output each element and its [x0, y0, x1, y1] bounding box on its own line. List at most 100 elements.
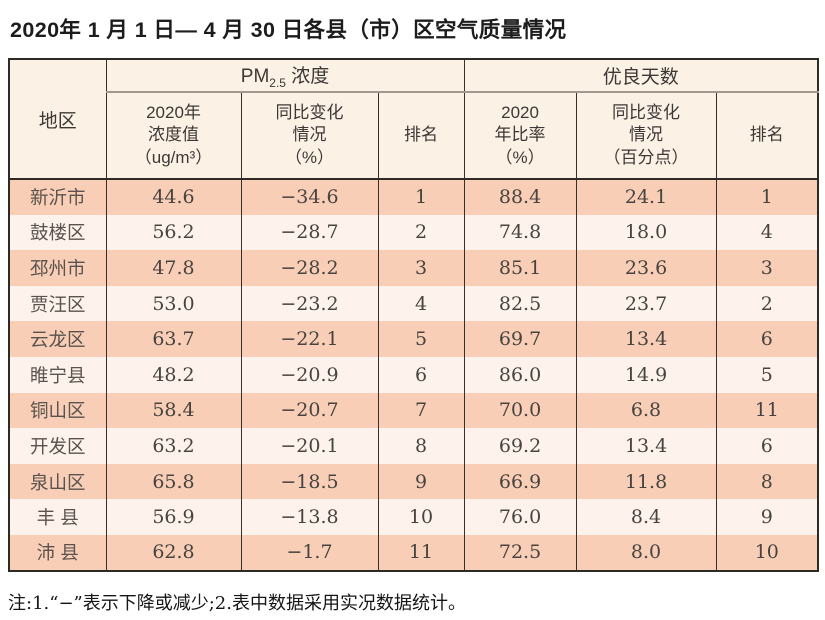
cell-gd-rate: 85.1: [463, 250, 577, 286]
cell-pm-rank: 2: [377, 214, 465, 251]
cell-gd-change: 23.6: [575, 250, 717, 286]
cell-gd-rank: 2: [715, 285, 819, 322]
cell-pm-value: 47.8: [105, 250, 242, 286]
cell-gd-rate: 74.8: [463, 214, 577, 251]
cell-region: 沛 县: [8, 534, 107, 571]
cell-gd-change: 13.4: [575, 321, 717, 357]
cell-gd-rate: 76.0: [463, 499, 577, 535]
table-row: 铜山区 58.4 −20.7 7 70.0 6.8 11: [8, 392, 819, 429]
table-row: 邳州市 47.8 −28.2 3 85.1 23.6 3: [8, 250, 819, 286]
cell-pm-change: −20.1: [240, 428, 379, 464]
cell-region: 鼓楼区: [8, 214, 107, 251]
sub-header-row: 2020年 浓度值 （ug/m³） 同比变化 情况 （%） 排名 2020 年比…: [9, 92, 819, 179]
cell-pm-change: −18.5: [240, 463, 379, 500]
cell-gd-rank: 6: [715, 321, 819, 357]
cell-region: 邳州市: [8, 250, 107, 286]
table-footnote: 注:1.“−”表示下降或减少;2.表中数据采用实况数据统计。: [8, 592, 466, 614]
cell-gd-rate: 70.0: [463, 392, 577, 429]
pm25-label-suffix: 浓度: [285, 66, 330, 88]
cell-pm-value: 62.8: [105, 534, 242, 571]
cell-pm-value: 44.6: [105, 179, 242, 215]
cell-gd-rank: 3: [715, 250, 819, 286]
cell-gd-rank: 5: [715, 356, 819, 393]
cell-gd-rank: 8: [715, 463, 819, 500]
column-header-region: 地区: [8, 59, 107, 179]
cell-gd-change: 23.7: [575, 285, 717, 322]
cell-pm-change: −13.8: [240, 499, 379, 535]
cell-gd-rate: 69.7: [463, 321, 577, 357]
group-header-row: 地区 PM2.5 浓度 优良天数: [8, 59, 819, 179]
column-header-gd-change: 同比变化 情况 （百分点）: [575, 92, 717, 179]
cell-pm-rank: 3: [377, 250, 465, 286]
cell-gd-rank: 9: [715, 499, 819, 535]
table-row: 鼓楼区 56.2 −28.7 2 74.8 18.0 4: [8, 214, 819, 251]
cell-pm-change: −20.7: [240, 392, 379, 429]
cell-pm-change: −1.7: [240, 534, 379, 571]
cell-pm-value: 63.7: [105, 321, 242, 357]
cell-pm-rank: 8: [377, 428, 465, 464]
cell-pm-value: 48.2: [105, 356, 242, 393]
cell-gd-rank: 11: [715, 392, 819, 429]
cell-pm-change: −20.9: [240, 356, 379, 393]
cell-pm-change: −23.2: [240, 285, 379, 322]
cell-region: 新沂市: [8, 179, 107, 215]
cell-pm-value: 58.4: [105, 392, 242, 429]
cell-pm-value: 53.0: [105, 285, 242, 322]
cell-region: 云龙区: [8, 321, 107, 357]
cell-gd-rank: 1: [715, 179, 819, 215]
column-header-pm-rank: 排名: [377, 92, 465, 179]
cell-gd-change: 8.4: [575, 499, 717, 535]
cell-gd-rate: 72.5: [463, 534, 577, 571]
cell-gd-change: 6.8: [575, 392, 717, 429]
cell-pm-value: 56.9: [105, 499, 242, 535]
pm25-label-prefix: PM: [240, 66, 270, 88]
cell-pm-rank: 10: [377, 499, 465, 535]
table-row: 泉山区 65.8 −18.5 9 66.9 11.8 8: [8, 463, 819, 500]
column-header-pm-change: 同比变化 情况 （%）: [240, 92, 379, 179]
column-header-pm-value: 2020年 浓度值 （ug/m³）: [105, 92, 242, 179]
cell-gd-change: 8.0: [575, 534, 717, 571]
cell-region: 丰 县: [8, 499, 107, 535]
table-row: 新沂市 44.6 −34.6 1 88.4 24.1 1: [8, 179, 819, 215]
cell-pm-rank: 9: [377, 463, 465, 500]
cell-gd-rate: 82.5: [463, 285, 577, 322]
table-row: 云龙区 63.7 −22.1 5 69.7 13.4 6: [8, 321, 819, 357]
cell-pm-change: −22.1: [240, 321, 379, 357]
page-title: 2020年 1 月 1 日— 4 月 30 日各县（市）区空气质量情况: [10, 18, 567, 42]
cell-gd-rank: 6: [715, 428, 819, 464]
table-body: 新沂市 44.6 −34.6 1 88.4 24.1 1 鼓楼区 56.2 −28.7 2 74.8 1…: [8, 179, 819, 571]
cell-gd-change: 11.8: [575, 463, 717, 500]
cell-gd-change: 13.4: [575, 428, 717, 464]
cell-gd-change: 18.0: [575, 214, 717, 251]
cell-pm-rank: 11: [377, 534, 465, 571]
group-header-good-days: 优良天数: [463, 59, 819, 93]
table-header: 地区 PM2.5 浓度 优良天数 2020年 浓度值 （ug/m³） 同比变化 …: [8, 59, 819, 179]
table-row: 睢宁县 48.2 −20.9 6 86.0 14.9 5: [8, 356, 819, 393]
column-header-gd-rate: 2020 年比率 （%）: [463, 92, 577, 179]
cell-gd-rate: 69.2: [463, 428, 577, 464]
cell-region: 睢宁县: [8, 356, 107, 393]
cell-gd-rank: 10: [715, 534, 819, 571]
column-header-gd-rank: 排名: [715, 92, 819, 179]
cell-region: 泉山区: [8, 463, 107, 500]
table-row: 沛 县 62.8 −1.7 11 72.5 8.0 10: [8, 534, 819, 571]
air-quality-table: 地区 PM2.5 浓度 优良天数 2020年 浓度值 （ug/m³） 同比变化 …: [8, 58, 820, 572]
cell-region: 贾汪区: [8, 285, 107, 322]
cell-gd-rate: 86.0: [463, 356, 577, 393]
cell-gd-rate: 66.9: [463, 463, 577, 500]
cell-pm-change: −34.6: [240, 179, 379, 215]
table-row: 丰 县 56.9 −13.8 10 76.0 8.4 9: [8, 499, 819, 535]
group-header-pm25: PM2.5 浓度: [105, 59, 465, 93]
cell-pm-rank: 4: [377, 285, 465, 322]
cell-gd-rate: 88.4: [463, 179, 577, 215]
cell-pm-rank: 5: [377, 321, 465, 357]
cell-pm-change: −28.7: [240, 214, 379, 251]
cell-gd-change: 24.1: [575, 179, 717, 215]
cell-pm-rank: 7: [377, 392, 465, 429]
cell-pm-change: −28.2: [240, 250, 379, 286]
cell-pm-value: 63.2: [105, 428, 242, 464]
cell-region: 铜山区: [8, 392, 107, 429]
cell-gd-change: 14.9: [575, 356, 717, 393]
table-row: 开发区 63.2 −20.1 8 69.2 13.4 6: [8, 428, 819, 464]
cell-pm-value: 65.8: [105, 463, 242, 500]
